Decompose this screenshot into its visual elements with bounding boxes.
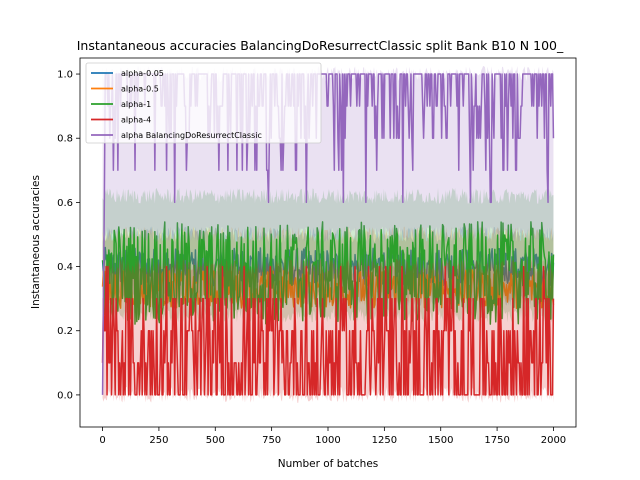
legend-entry: alpha-0.05 [121, 69, 164, 78]
legend: alpha-0.05 alpha-0.5 alpha-1 alpha-4 alpha B… [85, 62, 322, 144]
y-axis: 0.0 0.2 0.4 0.6 0.8 1.0 [57, 70, 80, 401]
x-axis: 0 250 500 750 1000 1250 1500 1750 2000 [99, 427, 566, 446]
x-axis-label: Number of batches [278, 458, 379, 470]
y-tick-label: 0.4 [57, 262, 73, 273]
legend-entry: alpha-0.5 [121, 85, 159, 94]
y-tick-label: 0.0 [57, 390, 73, 401]
y-tick-label: 0.6 [57, 198, 73, 209]
x-tick-label: 750 [262, 435, 281, 446]
chart-title: Instantaneous accuracies BalancingDoResu… [77, 38, 564, 53]
series-line-2 [101, 221, 555, 325]
series-line-3 [101, 265, 555, 396]
x-tick-label: 1750 [484, 435, 509, 446]
y-axis-label: Instantaneous accuracies [30, 175, 42, 309]
y-tick-label: 0.8 [57, 134, 73, 145]
x-tick-label: 2000 [541, 435, 566, 446]
legend-entry: alpha-4 [121, 116, 151, 125]
x-tick-label: 0 [99, 435, 105, 446]
legend-entry: alpha BalancingDoResurrectClassic [121, 131, 262, 140]
legend-entry: alpha-1 [121, 100, 151, 109]
legend-box [85, 62, 322, 144]
x-tick-label: 1250 [372, 435, 397, 446]
x-tick-label: 1000 [315, 435, 340, 446]
x-tick-label: 250 [149, 435, 168, 446]
x-tick-label: 500 [206, 435, 225, 446]
y-tick-label: 1.0 [57, 70, 73, 81]
y-tick-label: 0.2 [57, 326, 73, 337]
plot-area [101, 66, 555, 403]
x-tick-label: 1500 [428, 435, 453, 446]
